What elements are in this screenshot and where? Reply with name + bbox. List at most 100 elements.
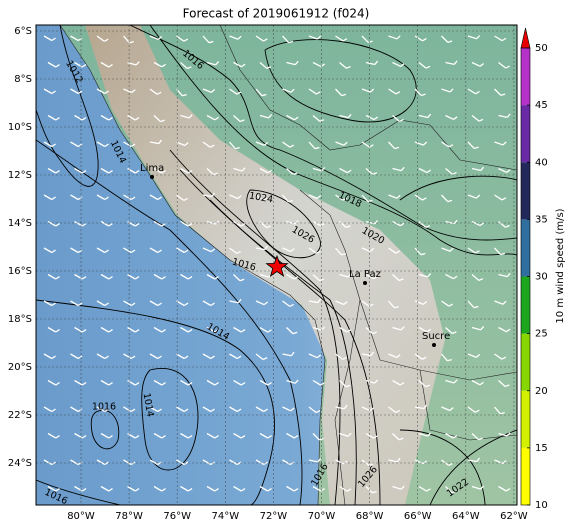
barb-flag — [108, 275, 113, 280]
barb-flag — [131, 89, 136, 94]
barb-flag — [294, 379, 299, 384]
barb-shaft — [312, 115, 321, 122]
wind-barb — [418, 61, 431, 69]
wind-barb — [43, 247, 56, 254]
barb-flag — [343, 141, 348, 146]
barb-shaft — [392, 220, 401, 227]
barb-flag — [506, 432, 511, 437]
isobar — [429, 429, 517, 505]
barb-flag — [292, 331, 298, 335]
wind-barb — [494, 194, 507, 201]
wind-barb — [414, 300, 428, 305]
wind-barb — [123, 194, 136, 201]
wind-barb — [445, 486, 457, 494]
wind-barb — [153, 273, 166, 280]
barb-shaft — [441, 406, 451, 412]
wind-barb — [233, 379, 246, 386]
wind-barb — [96, 88, 109, 95]
wind-barb — [282, 194, 293, 203]
wind-barb — [47, 432, 60, 439]
barb-shaft — [414, 88, 422, 96]
wind-barb — [388, 300, 399, 309]
barb-shaft — [286, 114, 295, 121]
barb-flag — [342, 197, 348, 201]
barb-flag — [400, 63, 405, 67]
barb-shaft — [361, 194, 369, 203]
barb-shaft — [176, 35, 185, 42]
wind-barb — [339, 113, 352, 119]
wind-barb — [339, 485, 352, 492]
wind-barb — [47, 114, 60, 121]
barb-shaft — [96, 194, 106, 201]
barb-flag — [345, 384, 351, 388]
barb-flag — [372, 490, 377, 494]
barb-flag — [104, 408, 109, 413]
barb-shaft — [176, 194, 185, 201]
barb-shaft — [123, 247, 132, 254]
barb-flag — [422, 37, 427, 42]
map-area — [36, 25, 517, 505]
barb-shaft — [365, 168, 374, 175]
barb-flag — [108, 116, 113, 121]
barb-flag — [81, 275, 87, 280]
barb-flag — [290, 351, 295, 357]
wind-barb — [100, 114, 113, 121]
barb-shaft — [43, 406, 53, 413]
wind-barb — [388, 88, 401, 95]
barb-shaft — [388, 353, 398, 359]
barb-flag — [267, 329, 272, 333]
barb-shaft — [153, 167, 163, 174]
barb-shaft — [467, 247, 476, 254]
barb-shaft — [70, 35, 79, 42]
barb-flag — [134, 328, 140, 333]
wind-barb — [70, 141, 83, 148]
barb-shaft — [100, 220, 110, 227]
barb-flag — [321, 326, 326, 331]
barb-flag — [55, 116, 60, 121]
wind-barb — [74, 379, 87, 386]
barb-shaft — [498, 114, 508, 119]
colorbar-tick-label: 45 — [535, 100, 548, 111]
barb-flag — [370, 351, 375, 356]
barb-flag — [394, 306, 399, 309]
wind-barb — [335, 88, 347, 97]
barb-flag — [289, 144, 295, 148]
barb-shaft — [494, 300, 504, 305]
wind-barb — [498, 380, 510, 388]
wind-barb — [70, 406, 83, 413]
wind-barb — [418, 380, 430, 388]
barb-flag — [55, 222, 60, 227]
barb-flag — [447, 359, 452, 362]
barb-flag — [134, 169, 140, 174]
wind-barb — [255, 35, 268, 42]
barb-flag — [480, 166, 485, 171]
barb-flag — [81, 169, 87, 174]
wind-barb — [233, 274, 245, 282]
wind-barb — [365, 220, 379, 225]
wind-barb — [96, 353, 109, 360]
barb-shaft — [418, 432, 428, 437]
wind-barb — [494, 300, 507, 305]
barb-flag — [314, 146, 320, 150]
lon-label: 70°W — [308, 511, 336, 522]
barb-flag — [104, 355, 109, 360]
barb-flag — [237, 195, 242, 200]
city-label: Sucre — [422, 331, 450, 342]
barb-flag — [184, 142, 189, 147]
barb-flag — [187, 169, 193, 174]
barb-shaft — [418, 380, 427, 388]
barb-flag — [369, 144, 374, 148]
barb-shaft — [176, 459, 185, 466]
barb-flag — [264, 245, 269, 250]
wind-barb — [361, 88, 375, 93]
barb-flag — [473, 305, 479, 309]
barb-shaft — [233, 485, 242, 492]
barb-flag — [183, 355, 189, 360]
wind-barb — [149, 300, 162, 307]
barb-shaft — [365, 273, 375, 280]
barb-shaft — [100, 273, 110, 280]
barb-shaft — [47, 432, 57, 439]
wind-barb — [47, 167, 60, 174]
wind-barb — [494, 247, 506, 256]
wind-barb — [123, 35, 134, 44]
